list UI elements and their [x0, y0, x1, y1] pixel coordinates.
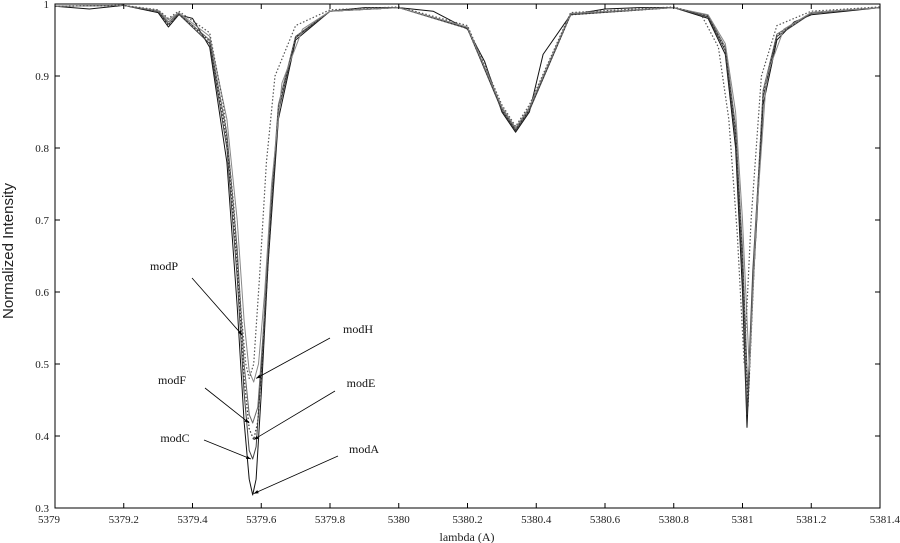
annotation-arrowhead [238, 330, 243, 336]
series-line-modh [54, 4, 881, 383]
x-tick-label: 5379.6 [246, 514, 277, 526]
annotation-arrowhead [244, 418, 250, 423]
ticks-layer: 5379 5379.2 5379.4 5379.6 5379.8 5380 5380.2 53… [35, 0, 900, 526]
y-tick-label: 0.9 [35, 71, 49, 83]
series-line-mode [54, 4, 881, 441]
annotation-leader-mode [253, 390, 336, 440]
x-axis-label: lambda (A) [440, 530, 495, 543]
annotation-label-moda: modA [349, 442, 379, 456]
x-tick-label: 5380.6 [590, 514, 621, 526]
x-tick-label: 5380 [388, 514, 411, 526]
x-tick-label: 5379 [38, 514, 61, 526]
y-tick-label: 0.6 [35, 287, 49, 299]
annotation-layer: modP modH modF modE modC modA [150, 259, 379, 494]
x-tick-label: 5381 [732, 514, 754, 526]
y-tick-label: 1 [44, 0, 50, 11]
x-tick-label: 5379.4 [177, 514, 208, 526]
y-tick-label: 0.3 [35, 503, 49, 515]
series-layer [54, 4, 881, 496]
annotation-label-modc: modC [160, 431, 189, 445]
x-tick-label: 5381.4 [870, 514, 900, 526]
annotation-label-modf: modF [158, 373, 186, 387]
x-tick-label: 5379.8 [315, 514, 346, 526]
x-tick-label: 5380.2 [452, 514, 482, 526]
y-tick-label: 0.7 [35, 215, 49, 227]
annotation-leader-modc [203, 439, 252, 460]
x-tick-label: 5380.8 [659, 514, 690, 526]
annotation-arrowhead [253, 435, 259, 440]
annotation-label-modp: modP [150, 259, 178, 273]
y-axis-label: Normalized Intensity [0, 183, 17, 319]
annotation-arrowhead [256, 374, 261, 379]
x-tick-label: 5380.4 [521, 514, 552, 526]
series-line-modp [54, 4, 881, 379]
y-tick-label: 0.4 [35, 431, 49, 443]
annotation-leader-modh [255, 337, 331, 379]
annotation-leader-modf [204, 387, 250, 424]
x-tick-label: 5379.2 [109, 514, 139, 526]
annotation-arrowhead [253, 490, 259, 494]
x-tick-label: 5381.2 [796, 514, 826, 526]
annotation-label-mode: modE [347, 376, 376, 390]
annotation-leader-modp [191, 277, 243, 336]
annotation-label-modh: modH [343, 322, 373, 336]
annotation-arrowhead [245, 455, 251, 459]
annotation-leader-moda [253, 455, 339, 494]
y-tick-label: 0.8 [35, 143, 49, 155]
y-tick-label: 0.5 [35, 359, 49, 371]
